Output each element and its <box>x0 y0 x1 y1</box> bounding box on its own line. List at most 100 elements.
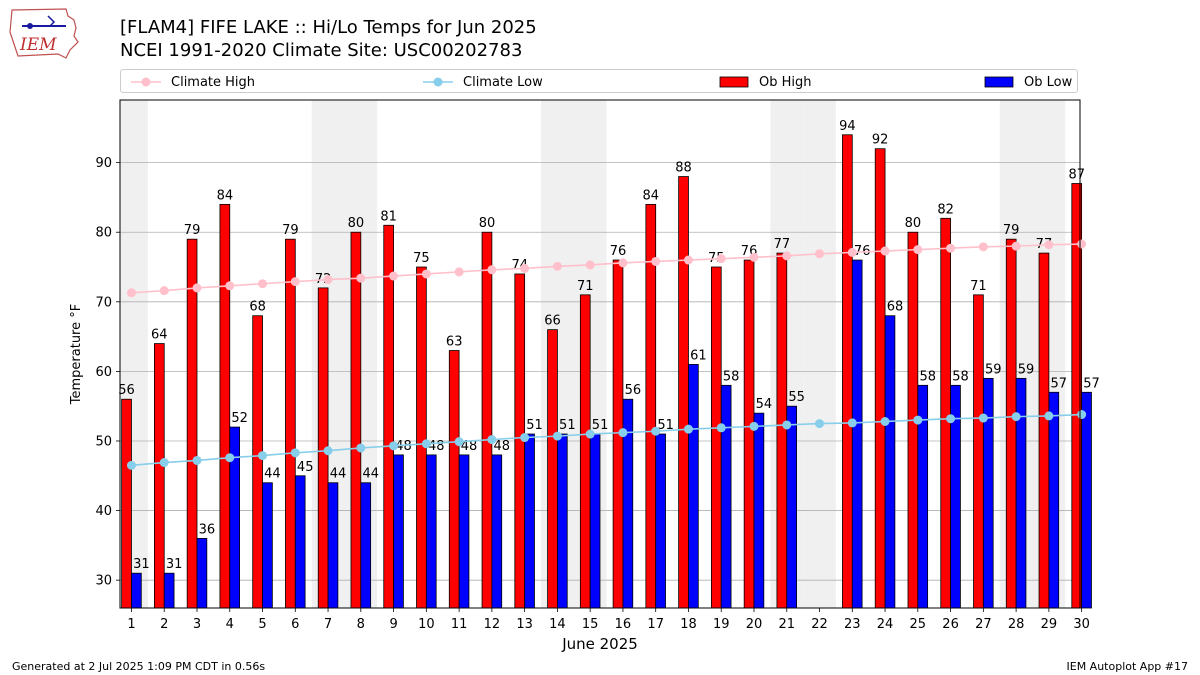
climate-high-point <box>651 256 661 266</box>
ob-low-label: 48 <box>395 439 412 454</box>
ob-high-bar <box>1071 183 1083 609</box>
weekend-shade <box>803 100 836 608</box>
app-footer: IEM Autoplot App #17 <box>1066 660 1189 673</box>
ob-low-label: 58 <box>952 369 969 384</box>
ob-low-bar <box>294 475 306 609</box>
climate-low-point <box>651 426 661 436</box>
legend-label-ob-high: Ob High <box>759 74 812 90</box>
ob-high-bar <box>940 217 951 609</box>
x-tick-label: 26 <box>942 617 959 632</box>
ob-low-label: 68 <box>887 300 904 315</box>
climate-low-point <box>749 421 759 431</box>
y-tick-label: 50 <box>95 434 112 449</box>
x-tick-label: 30 <box>1073 617 1090 632</box>
climate-high-point <box>978 242 988 252</box>
ob-high-label: 71 <box>577 279 594 294</box>
climate-high-point <box>815 249 825 259</box>
ob-high-label: 84 <box>643 188 660 203</box>
ob-high-label: 80 <box>348 216 365 231</box>
climate-high-point <box>1077 239 1087 249</box>
climate-low-point <box>880 417 890 427</box>
climate-low-point <box>585 429 595 439</box>
x-tick-label: 16 <box>615 617 632 632</box>
weekend-shade <box>344 100 378 608</box>
climate-low-point <box>389 441 399 451</box>
ob-low-bar <box>1048 391 1060 609</box>
climate-high-point <box>520 263 530 273</box>
y-tick-label: 70 <box>95 295 112 310</box>
x-tick-label: 19 <box>713 617 730 632</box>
ob-low-label: 51 <box>592 418 609 433</box>
legend-label-climate-low: Climate Low <box>463 74 543 90</box>
ob-high-label: 71 <box>970 279 987 294</box>
ob-high-bar <box>317 287 329 609</box>
ob-high-label: 64 <box>151 328 168 343</box>
weekend-shade <box>770 100 804 608</box>
legend: Climate High Climate Low Ob High Ob Low <box>120 69 1078 93</box>
climate-high-point <box>454 267 464 277</box>
ob-low-label: 44 <box>362 467 379 482</box>
climate-low-point <box>421 439 431 449</box>
x-tick-label: 11 <box>451 617 468 632</box>
ob-high-bar <box>481 231 493 609</box>
ob-low-bar <box>425 454 437 609</box>
climate-low-marker-icon <box>423 77 453 87</box>
x-tick-label: 5 <box>258 617 266 632</box>
climate-low-point <box>356 443 366 453</box>
ob-high-swatch-icon <box>719 76 749 88</box>
legend-label-climate-high: Climate High <box>171 74 256 90</box>
chart-title: [FLAM4] FIFE LAKE :: Hi/Lo Temps for Jun… <box>120 17 537 38</box>
climate-low-point <box>1011 412 1021 422</box>
climate-high-point <box>683 255 693 265</box>
ob-high-label: 56 <box>118 383 135 398</box>
ob-low-bar <box>393 454 404 609</box>
ob-low-label: 48 <box>494 439 511 454</box>
x-tick-label: 18 <box>680 617 697 632</box>
ob-low-bar <box>753 412 765 609</box>
ob-high-bar <box>776 252 788 609</box>
x-tick-label: 2 <box>160 617 168 632</box>
y-tick-label: 30 <box>95 574 112 589</box>
ob-high-bar <box>383 224 394 609</box>
x-tick-label: 13 <box>516 617 533 632</box>
generated-footer: Generated at 2 Jul 2025 1:09 PM CDT in 0… <box>12 660 266 673</box>
ob-high-bar <box>678 176 689 609</box>
ob-high-label: 77 <box>1036 237 1053 252</box>
x-tick-label: 10 <box>418 617 435 632</box>
climate-low-point <box>1044 411 1054 421</box>
climate-low-point <box>290 448 300 458</box>
climate-low-point <box>225 453 235 463</box>
climate-high-point <box>389 271 399 281</box>
ob-low-label: 57 <box>1051 376 1068 391</box>
ob-low-label: 36 <box>199 522 216 537</box>
ob-low-label: 56 <box>625 383 642 398</box>
weekend-shade <box>541 100 574 608</box>
ob-low-label: 31 <box>133 557 150 572</box>
ob-high-label: 75 <box>413 251 430 266</box>
x-tick-label: 27 <box>975 617 992 632</box>
x-tick-label: 15 <box>582 617 599 632</box>
climate-low-point <box>782 420 792 430</box>
climate-high-point <box>782 251 792 261</box>
ob-low-label: 61 <box>690 348 707 363</box>
ob-high-label: 68 <box>249 300 266 315</box>
ob-high-label: 75 <box>708 251 725 266</box>
iem-logo: IEM <box>9 8 79 59</box>
ob-low-label: 31 <box>166 557 183 572</box>
climate-low-point <box>1077 410 1087 420</box>
x-tick-label: 1 <box>127 617 135 632</box>
x-tick-label: 21 <box>778 617 795 632</box>
ob-low-label: 76 <box>854 244 871 259</box>
ob-high-label: 84 <box>217 188 234 203</box>
ob-high-bar <box>514 273 526 609</box>
ob-low-label: 48 <box>428 439 445 454</box>
climate-low-point <box>192 455 202 465</box>
ob-high-bar <box>547 329 558 609</box>
ob-low-bar <box>196 538 208 609</box>
climate-high-point <box>258 279 268 289</box>
x-tick-label: 28 <box>1008 617 1025 632</box>
climate-high-point <box>487 265 497 275</box>
climate-high-point <box>618 258 628 268</box>
ob-high-label: 80 <box>905 216 922 231</box>
